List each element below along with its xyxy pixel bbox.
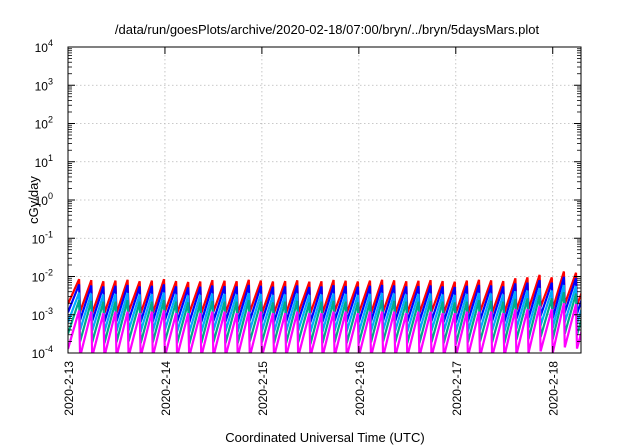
x-tick-label: 2020-2-13 — [62, 361, 76, 416]
series-line-1 — [68, 271, 581, 314]
y-tick-label: 10-4 — [32, 344, 53, 361]
chart-title: /data/run/goesPlots/archive/2020-02-18/0… — [115, 22, 540, 37]
y-tick-exponent: 1 — [48, 153, 53, 163]
grid-lines — [67, 47, 581, 353]
y-tick-exponent: -4 — [45, 344, 53, 354]
series-line-3 — [68, 284, 581, 334]
y-tick-exponent: 0 — [48, 191, 53, 201]
x-axis-label: Coordinated Universal Time (UTC) — [225, 430, 424, 445]
x-tick-label: 2020-2-14 — [159, 361, 173, 416]
y-tick-label: 102 — [35, 115, 53, 132]
y-tick-label: 104 — [35, 38, 53, 55]
y-tick-exponent: -2 — [45, 268, 53, 278]
x-tick-label: 2020-2-18 — [547, 361, 561, 416]
x-tick-label: 2020-2-16 — [353, 361, 367, 416]
y-tick-exponent: 4 — [48, 38, 53, 48]
y-tick-exponent: 2 — [48, 115, 53, 125]
y-tick-exponent: -3 — [45, 306, 53, 316]
x-tick-label: 2020-2-15 — [256, 361, 270, 416]
series-line-5 — [68, 302, 581, 353]
series-line-4 — [68, 291, 581, 345]
series-group — [68, 271, 581, 353]
y-tick-label: 10-3 — [32, 306, 53, 323]
y-tick-label: 103 — [35, 76, 53, 93]
y-tick-label: 10-1 — [32, 229, 53, 246]
x-tick-label: 2020-2-17 — [450, 361, 464, 416]
series-line-2 — [68, 276, 581, 324]
y-axis-label: cGy/day — [26, 176, 41, 224]
y-tick-exponent: -1 — [45, 229, 53, 239]
x-axis: 2020-2-13 2020-2-14 2020-2-15 2020-2-16 2020… — [62, 47, 561, 416]
y-tick-label: 101 — [35, 153, 53, 170]
y-tick-exponent: 3 — [48, 76, 53, 86]
y-tick-label: 10-2 — [32, 268, 53, 285]
